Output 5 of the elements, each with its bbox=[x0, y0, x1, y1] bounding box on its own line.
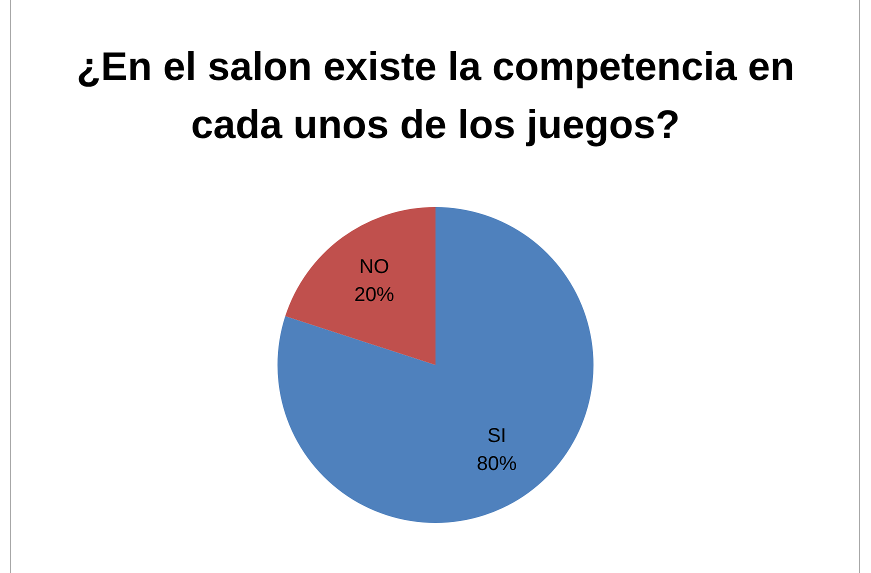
data-label: 80% bbox=[476, 452, 518, 475]
data-label: 20% bbox=[354, 284, 394, 306]
slice-label: NO bbox=[359, 256, 390, 278]
chart-title: ¿En el salon existe la competencia en cada unos de los juegos? bbox=[75, 44, 796, 149]
slice-label: SI bbox=[487, 424, 506, 447]
